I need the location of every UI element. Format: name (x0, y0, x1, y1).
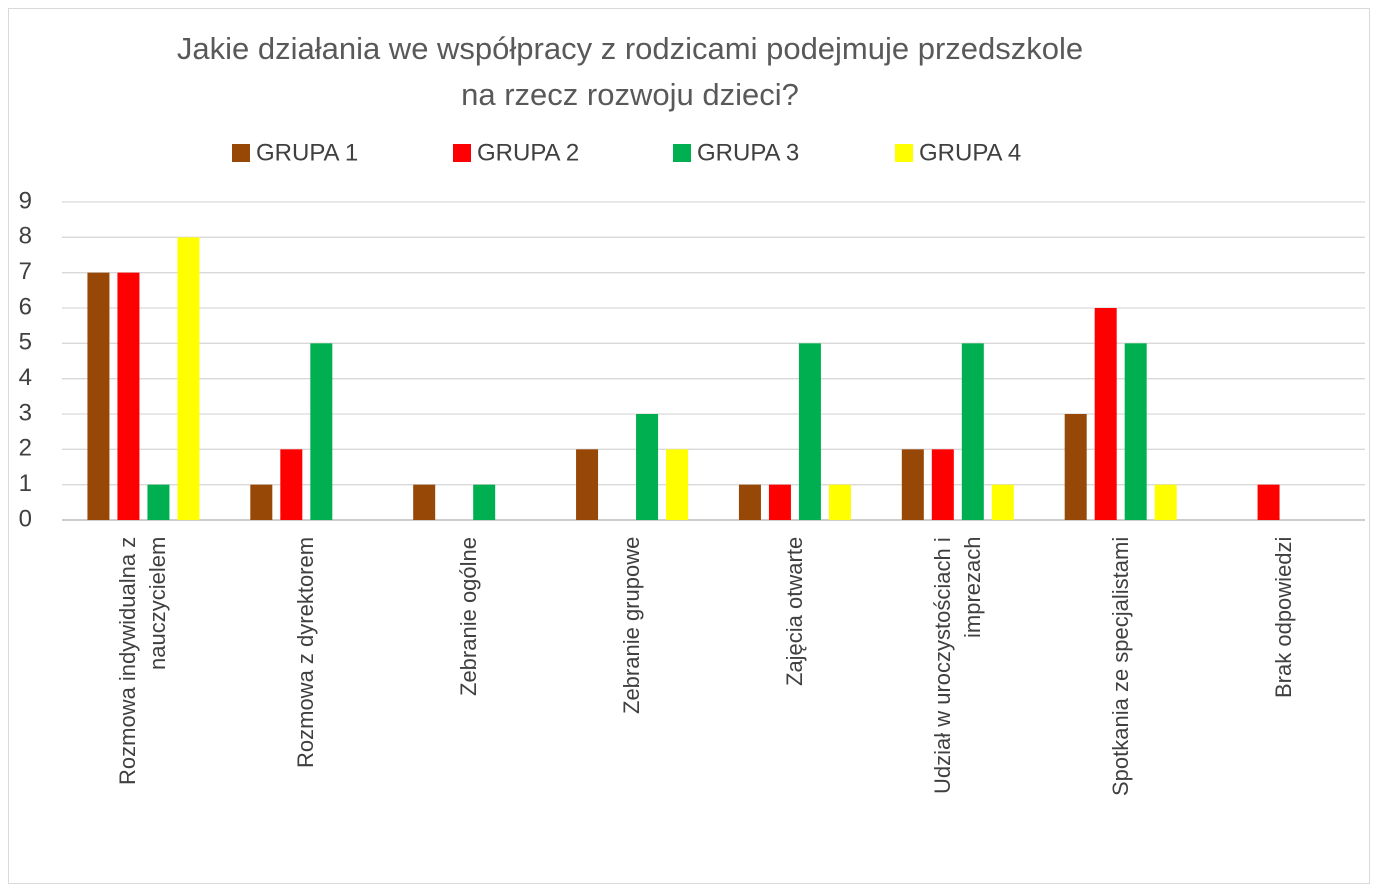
bar (413, 484, 436, 520)
y-tick-label: 4 (19, 364, 32, 391)
chart-title: Jakie działania we współpracy z rodzicam… (176, 31, 1084, 112)
x-tick-label: Zebranie ogólne (456, 537, 482, 697)
bar (250, 484, 273, 520)
bar (280, 449, 303, 520)
legend-swatch (895, 144, 913, 162)
x-tick-label: Zebranie grupowe (619, 537, 645, 715)
legend-label: GRUPA 2 (477, 139, 579, 166)
legend-label: GRUPA 4 (919, 139, 1021, 166)
bar (666, 449, 689, 520)
bar (931, 449, 954, 520)
bar (147, 484, 170, 520)
x-tick-label: Rozmowa indywidualna z nauczycielem (115, 537, 171, 786)
bar (117, 272, 140, 520)
bar (473, 484, 496, 520)
legend-swatch (453, 144, 471, 162)
y-tick-label: 1 (19, 470, 32, 497)
chart-border (8, 8, 1370, 884)
bar (87, 272, 110, 520)
y-tick-label: 0 (19, 505, 32, 532)
bar (1124, 343, 1147, 520)
bar (177, 237, 200, 521)
bar (1094, 308, 1117, 520)
x-tick-label: Brak odpowiedzi (1270, 537, 1296, 699)
legend-label: GRUPA 3 (697, 139, 799, 166)
bar (991, 484, 1014, 520)
legend-swatch (232, 144, 250, 162)
bar (901, 449, 924, 520)
y-tick-label: 5 (19, 329, 32, 356)
x-tick-label: Udział w uroczystościach i imprezach (929, 537, 985, 794)
bar (961, 343, 984, 520)
bar (636, 414, 659, 520)
bar (1064, 414, 1087, 520)
y-tick-label: 7 (19, 258, 32, 285)
y-tick-label: 8 (19, 223, 32, 250)
bar (1154, 484, 1177, 520)
bar (576, 449, 599, 520)
x-tick-label: Rozmowa z dyrektorem (293, 537, 319, 769)
y-tick-label: 6 (19, 293, 32, 320)
bar (738, 484, 761, 520)
x-tick-label: Spotkania ze specjalistami (1107, 537, 1133, 797)
bar (310, 343, 333, 520)
legend-label: GRUPA 1 (256, 139, 358, 166)
y-tick-label: 9 (19, 187, 32, 214)
legend-swatch (673, 144, 691, 162)
bar (828, 484, 851, 520)
y-tick-label: 3 (19, 399, 32, 426)
bar (768, 484, 791, 520)
bar (1257, 484, 1280, 520)
y-tick-label: 2 (19, 435, 32, 462)
x-tick-label: Zajęcia otwarte (781, 537, 807, 687)
bar (798, 343, 821, 520)
